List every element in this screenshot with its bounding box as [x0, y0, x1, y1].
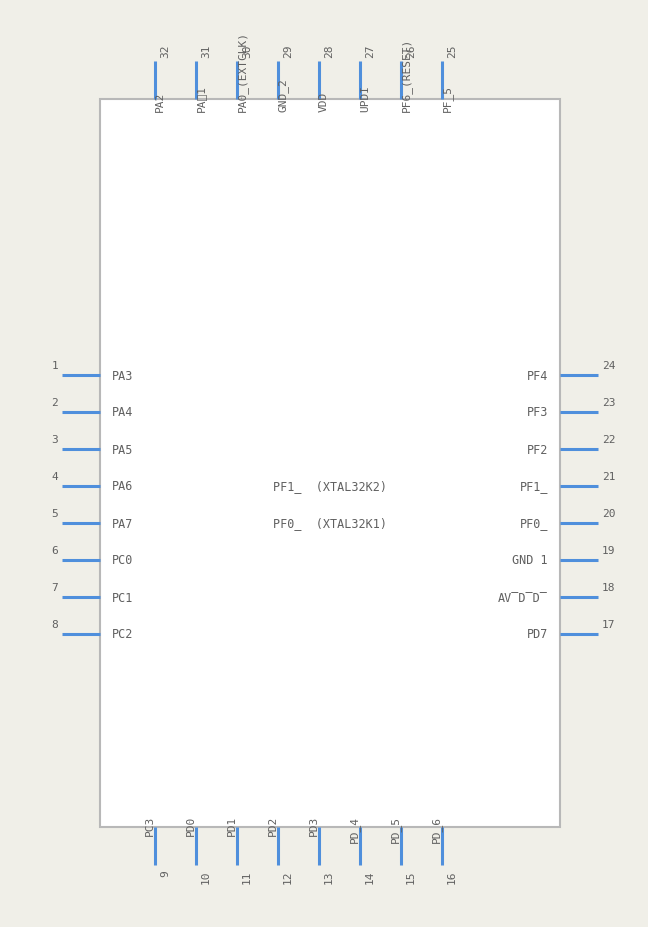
Text: PF1_: PF1_ [520, 480, 548, 493]
Text: PD1: PD1 [227, 815, 237, 835]
Text: PD_4: PD_4 [349, 815, 360, 842]
Text: GND_2: GND_2 [278, 78, 289, 112]
Text: PF3: PF3 [527, 406, 548, 419]
Text: PA1: PA1 [196, 85, 206, 112]
Text: 11: 11 [242, 870, 252, 883]
Text: 14: 14 [365, 870, 375, 883]
Text: 28: 28 [324, 44, 334, 57]
Text: 10: 10 [201, 870, 211, 883]
Text: PA5: PA5 [112, 443, 133, 456]
Text: UPDI: UPDI [360, 85, 370, 112]
Text: 24: 24 [602, 361, 616, 371]
Text: 19: 19 [602, 545, 616, 555]
Text: PF2: PF2 [527, 443, 548, 456]
Text: 22: 22 [602, 435, 616, 445]
Text: PF4: PF4 [527, 369, 548, 382]
Text: 5: 5 [51, 508, 58, 518]
Text: PC0: PC0 [112, 554, 133, 567]
Text: 32: 32 [160, 44, 170, 57]
Text: 27: 27 [365, 44, 375, 57]
Text: 3: 3 [51, 435, 58, 445]
Text: PA2: PA2 [155, 92, 165, 112]
Text: PA3: PA3 [112, 369, 133, 382]
Text: 26: 26 [406, 44, 416, 57]
Text: PC1: PC1 [112, 590, 133, 603]
Text: AV̅D̅D̅: AV̅D̅D̅ [498, 590, 548, 603]
Text: 9: 9 [160, 870, 170, 876]
Text: 29: 29 [283, 44, 293, 57]
Text: 20: 20 [602, 508, 616, 518]
Text: 23: 23 [602, 398, 616, 408]
Text: PD_6: PD_6 [431, 815, 442, 842]
Text: 13: 13 [324, 870, 334, 883]
Text: PD_5: PD_5 [390, 815, 401, 842]
Text: 25: 25 [447, 44, 457, 57]
Bar [100, 100, 560, 827]
Text: PF0_  (XTAL32K1): PF0_ (XTAL32K1) [273, 517, 387, 530]
Text: PF1_  (XTAL32K2): PF1_ (XTAL32K2) [273, 480, 387, 493]
Text: 15: 15 [406, 870, 416, 883]
Text: PA4: PA4 [112, 406, 133, 419]
Text: 30: 30 [242, 44, 252, 57]
Text: 1: 1 [51, 361, 58, 371]
Text: 16: 16 [447, 870, 457, 883]
Text: 4: 4 [51, 472, 58, 481]
Text: PF6_(RESET): PF6_(RESET) [401, 38, 412, 112]
Text: VDD: VDD [319, 92, 329, 112]
Text: PA6: PA6 [112, 480, 133, 493]
Text: PD0: PD0 [186, 815, 196, 835]
Text: PC3: PC3 [145, 815, 155, 835]
Text: 6: 6 [51, 545, 58, 555]
Text: 18: 18 [602, 582, 616, 592]
Text: 21: 21 [602, 472, 616, 481]
Text: PA0_(EXTCLK): PA0_(EXTCLK) [237, 31, 248, 112]
Text: PD2: PD2 [268, 815, 278, 835]
Text: 8: 8 [51, 619, 58, 629]
Text: PD7: PD7 [527, 628, 548, 641]
Text: PD3: PD3 [309, 815, 319, 835]
Text: 12: 12 [283, 870, 293, 883]
Text: PF_5: PF_5 [442, 85, 453, 112]
Text: PC2: PC2 [112, 628, 133, 641]
Text: GND 1: GND 1 [513, 554, 548, 567]
Text: PA7: PA7 [112, 517, 133, 530]
Text: 2: 2 [51, 398, 58, 408]
Text: PF0_: PF0_ [520, 517, 548, 530]
Text: 7: 7 [51, 582, 58, 592]
Text: 31: 31 [201, 44, 211, 57]
Text: 17: 17 [602, 619, 616, 629]
